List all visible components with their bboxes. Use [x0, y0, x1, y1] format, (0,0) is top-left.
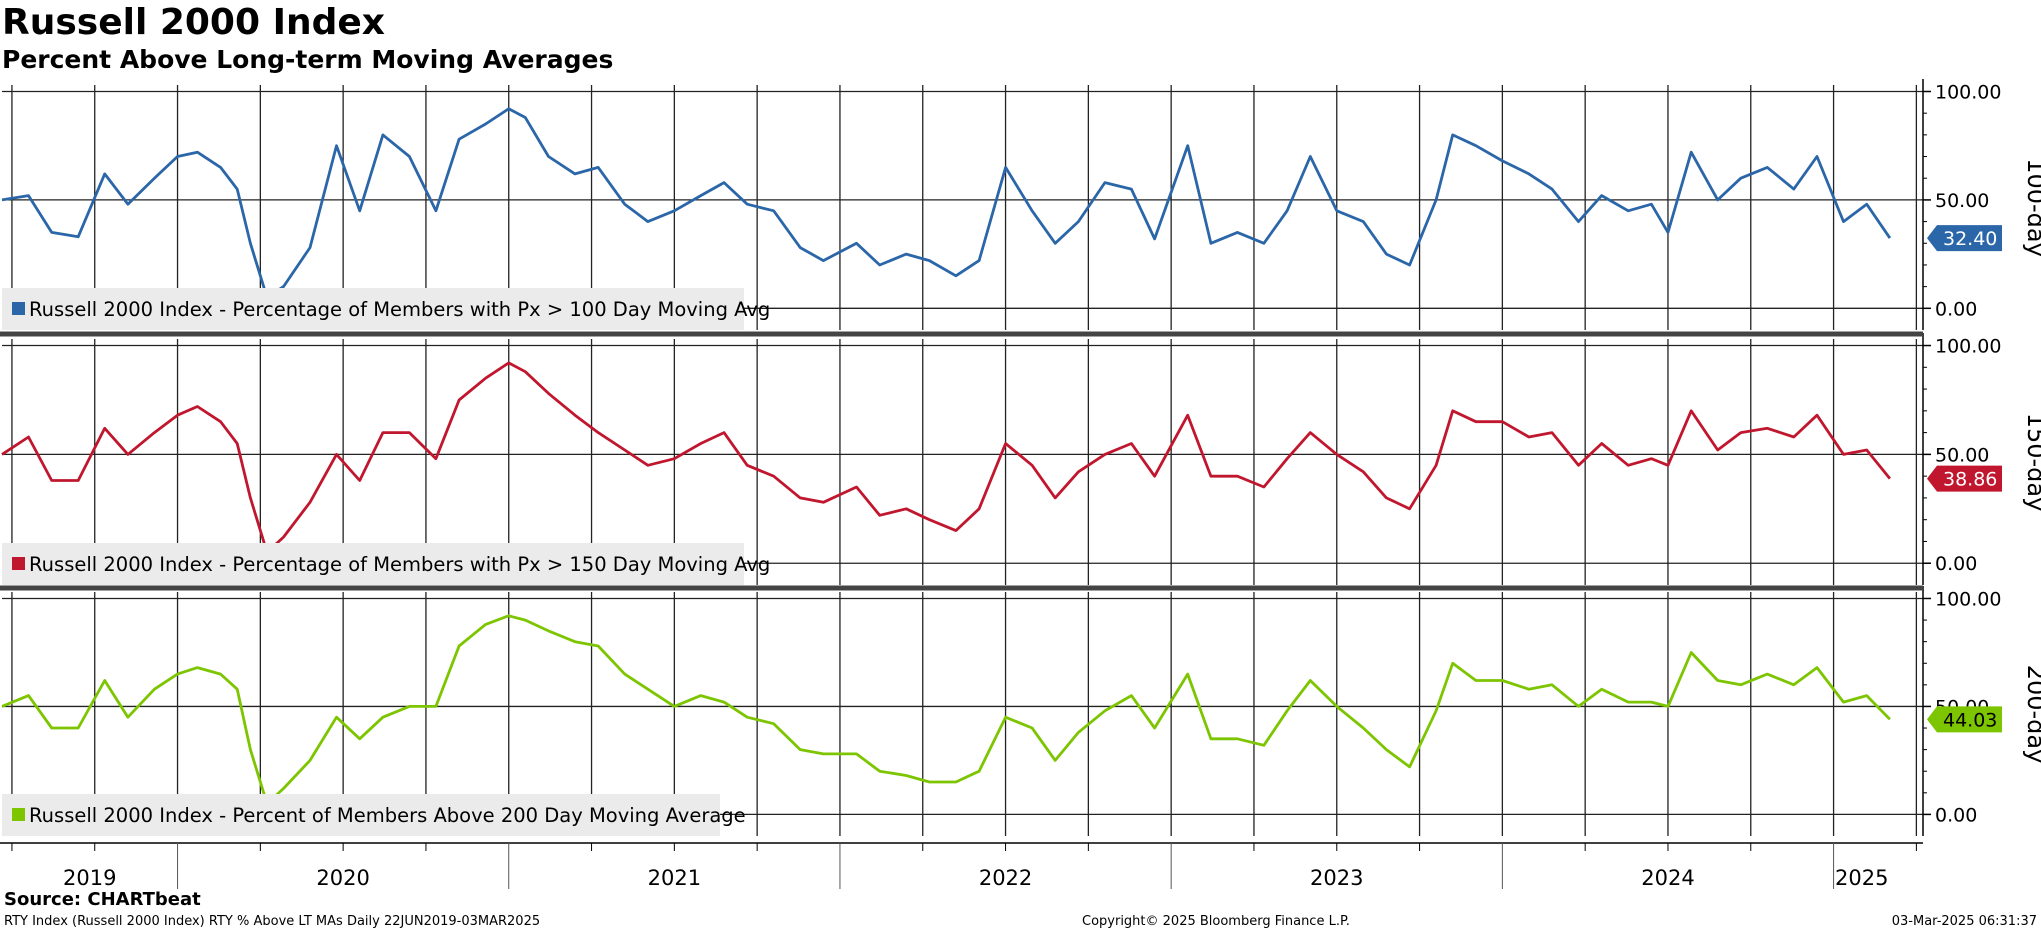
x-year-label: 2025: [1835, 866, 1888, 890]
x-year-label: 2021: [648, 866, 701, 890]
x-year-label: 2019: [63, 866, 116, 890]
x-year-label: 2024: [1641, 866, 1694, 890]
y-tick-label: 100.00: [1935, 588, 2001, 610]
chart-title: Russell 2000 Index: [2, 2, 385, 43]
last-value-marker: [1927, 465, 2002, 492]
footer-copyright: Copyright© 2025 Bloomberg Finance L.P.: [1082, 914, 1350, 929]
series-line-200-day: [1, 614, 1891, 805]
footer-timestamp: 03-Mar-2025 06:31:37: [1891, 914, 2037, 929]
panel-label-100-day: 100-day: [2022, 158, 2041, 257]
legend-swatch: [12, 557, 25, 570]
legend-label: Russell 2000 Index - Percent of Members …: [29, 804, 746, 827]
legend-box: [2, 288, 744, 330]
x-year-label: 2022: [979, 866, 1032, 890]
y-tick-label: 50.00: [1935, 444, 1989, 466]
last-value-label: 32.40: [1943, 228, 1997, 250]
last-value-label: 38.86: [1943, 469, 1997, 491]
y-tick-label: 0.00: [1935, 553, 1977, 575]
x-year-label: 2020: [316, 866, 369, 890]
legend-swatch: [12, 302, 25, 315]
last-value-marker: [1927, 225, 2002, 252]
series-line-100-day: [1, 107, 1892, 299]
footer-description: RTY Index (Russell 2000 Index) RTY % Abo…: [4, 914, 541, 929]
last-value-marker: [1927, 706, 2002, 733]
source-note: Source: CHARTbeat: [4, 889, 201, 910]
series-line-150-day: [1, 361, 1891, 554]
legend-box: [2, 543, 744, 585]
legend-box: [2, 794, 720, 836]
panel-label-200-day: 200-day: [2022, 665, 2041, 764]
y-tick-label: 50.00: [1935, 190, 1989, 212]
legend-swatch: [12, 808, 25, 821]
legend-label: Russell 2000 Index - Percentage of Membe…: [29, 298, 770, 321]
x-year-label: 2023: [1310, 866, 1363, 890]
panel-label-150-day: 150-day: [2022, 413, 2041, 512]
y-tick-label: 0.00: [1935, 298, 1977, 320]
y-tick-label: 100.00: [1935, 82, 2001, 104]
y-tick-label: 0.00: [1935, 804, 1977, 826]
chart-subtitle: Percent Above Long-term Moving Averages: [2, 45, 614, 74]
last-value-label: 44.03: [1943, 709, 1997, 731]
legend-label: Russell 2000 Index - Percentage of Membe…: [29, 553, 770, 576]
y-tick-label: 100.00: [1935, 336, 2001, 358]
